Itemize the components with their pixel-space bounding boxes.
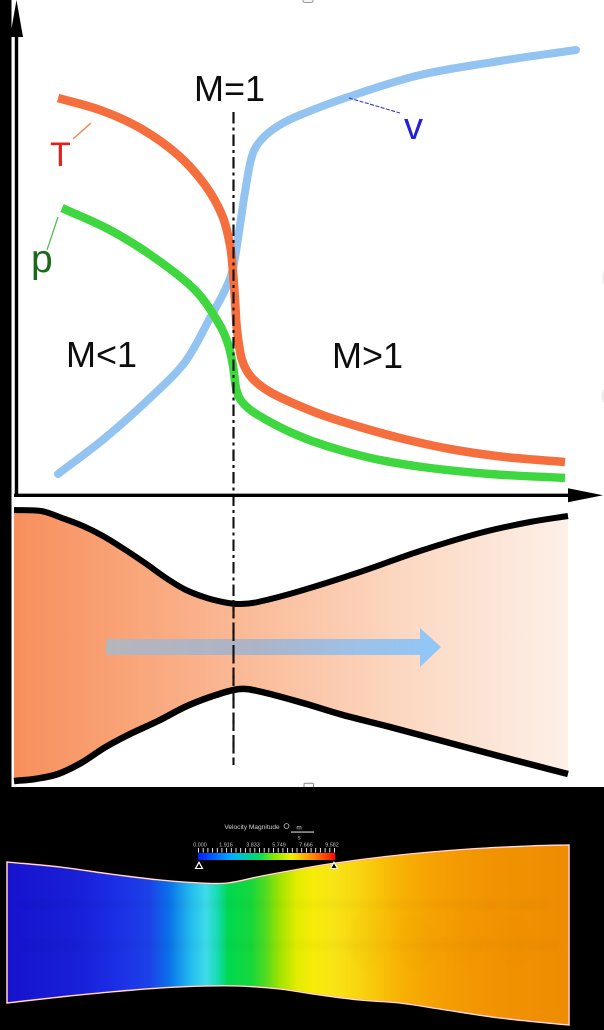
svg-text:p: p	[31, 238, 53, 281]
svg-text:v: v	[404, 106, 423, 148]
svg-text:T: T	[50, 136, 71, 174]
svg-text:3.833: 3.833	[246, 843, 260, 849]
svg-text:M<1: M<1	[66, 334, 137, 375]
svg-text:5.749: 5.749	[272, 843, 286, 849]
svg-text:7.666: 7.666	[299, 843, 313, 849]
svg-text:m: m	[296, 825, 301, 832]
svg-text:M>1: M>1	[332, 335, 403, 376]
svg-text:Velocity Magnitude: Velocity Magnitude	[224, 824, 280, 831]
svg-text:0.000: 0.000	[193, 843, 207, 849]
svg-text:M=1: M=1	[194, 68, 265, 109]
svg-text:9.582: 9.582	[325, 843, 339, 849]
svg-text:s: s	[297, 835, 300, 842]
svg-text:1.916: 1.916	[219, 843, 233, 849]
